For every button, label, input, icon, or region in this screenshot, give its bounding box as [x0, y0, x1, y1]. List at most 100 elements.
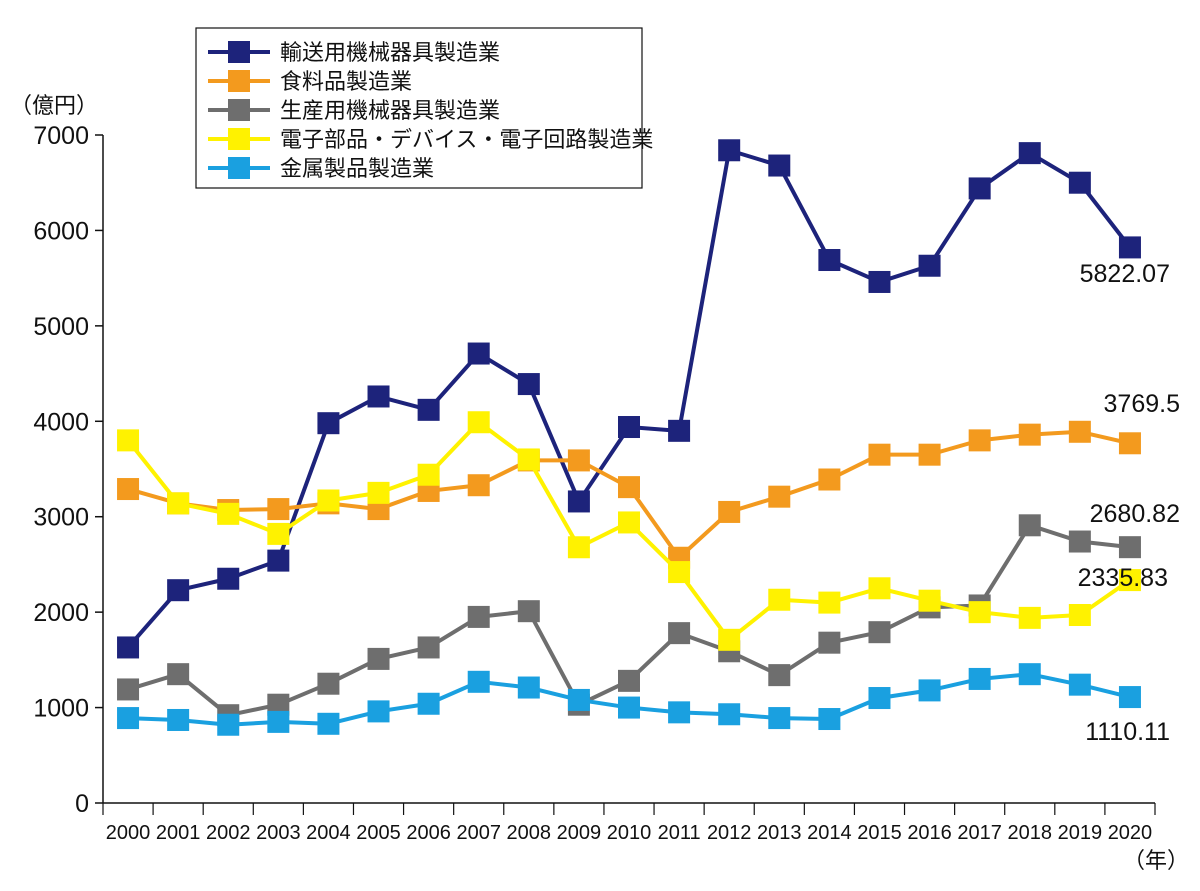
data-point — [968, 177, 991, 200]
legend-label: 食料品製造業 — [280, 69, 412, 94]
data-point — [868, 687, 891, 710]
legend-entry: 生産用機械器具製造業 — [208, 98, 500, 123]
legend-label: 輸送用機械器具製造業 — [280, 40, 500, 65]
labels-layer: 5822.07 3769.5 2680.82 2335.83 1110.11 — [1078, 260, 1180, 746]
x-tick-label: 2013 — [757, 822, 802, 844]
y-tick-label: 3000 — [33, 504, 89, 532]
data-point — [567, 536, 590, 559]
data-point — [818, 468, 841, 491]
data-point — [768, 485, 791, 508]
x-tick-label: 2017 — [957, 822, 1002, 844]
data-point — [1068, 171, 1091, 194]
y-tick-label: 7000 — [33, 122, 89, 150]
data-point — [818, 708, 841, 731]
data-point — [117, 636, 140, 659]
data-point — [768, 588, 791, 611]
data-point — [918, 589, 941, 612]
data-point — [467, 411, 490, 434]
data-point — [417, 692, 440, 715]
data-point — [968, 429, 991, 452]
x-tick-label: 2020 — [1108, 822, 1153, 844]
data-point — [267, 549, 290, 572]
data-point — [1118, 536, 1141, 559]
x-tick-label: 2016 — [907, 822, 952, 844]
data-point — [567, 449, 590, 472]
x-tick-label: 2019 — [1058, 822, 1103, 844]
data-point — [367, 647, 390, 670]
data-point — [618, 696, 640, 719]
data-point — [868, 621, 891, 644]
data-point — [818, 591, 841, 614]
series-layer — [117, 139, 1141, 736]
legend-label: 生産用機械器具製造業 — [280, 98, 500, 123]
data-point — [517, 676, 540, 699]
data-point — [718, 703, 741, 726]
data-label: 1110.11 — [1085, 718, 1170, 746]
data-point — [768, 154, 791, 177]
data-point — [317, 712, 340, 735]
data-point — [267, 498, 290, 521]
data-point — [668, 561, 691, 584]
legend-swatch-marker — [228, 99, 250, 121]
data-point — [567, 688, 590, 711]
data-point — [618, 476, 640, 499]
legend-swatch-marker — [228, 41, 250, 63]
data-point — [968, 601, 991, 624]
legend: 輸送用機械器具製造業食料品製造業生産用機械器具製造業電子部品・デバイス・電子回路… — [195, 27, 653, 189]
data-point — [167, 663, 190, 686]
data-point — [718, 500, 741, 523]
data-point — [1118, 432, 1141, 455]
data-point — [417, 398, 440, 421]
data-point — [1118, 569, 1141, 592]
x-tick-label: 2003 — [256, 822, 301, 844]
data-point — [918, 443, 941, 466]
data-point — [718, 628, 741, 651]
data-point — [818, 249, 841, 272]
data-point — [668, 622, 691, 645]
x-tick-label: 2012 — [707, 822, 752, 844]
legend-swatch-marker — [228, 128, 250, 150]
data-point — [668, 701, 691, 724]
x-tick-label: 2001 — [156, 822, 201, 844]
data-point — [718, 139, 741, 162]
x-axis-unit-label: （年） — [1123, 848, 1189, 873]
data-point — [1018, 514, 1041, 537]
data-point — [768, 707, 791, 730]
data-point — [918, 254, 941, 277]
x-tick-label: 2006 — [406, 822, 451, 844]
data-point — [167, 492, 190, 515]
data-point — [567, 490, 590, 513]
data-point — [417, 463, 440, 486]
legend-entry: 食料品製造業 — [208, 69, 412, 94]
data-point — [317, 672, 340, 695]
data-point — [367, 385, 390, 408]
data-point — [1118, 236, 1141, 259]
legend-label: 電子部品・デバイス・電子回路製造業 — [280, 127, 653, 152]
y-axis-unit-label: （億円） — [10, 93, 98, 118]
data-point — [818, 631, 841, 654]
data-point — [167, 579, 190, 602]
y-tick-label: 6000 — [33, 217, 89, 245]
data-label: 3769.5 — [1104, 390, 1180, 418]
data-point — [467, 342, 490, 365]
y-tick-label: 2000 — [33, 599, 89, 627]
legend-frame — [195, 27, 643, 189]
series-5 — [117, 663, 1141, 736]
data-point — [1118, 686, 1141, 709]
data-point — [217, 567, 240, 590]
x-tick-label: 2014 — [807, 822, 852, 844]
data-point — [117, 429, 140, 452]
data-point — [217, 713, 240, 736]
legend-swatch-marker — [228, 157, 250, 179]
data-point — [1018, 663, 1041, 686]
x-tick-label: 2002 — [206, 822, 251, 844]
data-point — [768, 664, 791, 687]
data-point — [117, 707, 140, 730]
x-tick-label: 2008 — [507, 822, 552, 844]
x-tick-label: 2005 — [356, 822, 401, 844]
data-point — [267, 522, 290, 545]
data-point — [1068, 530, 1091, 553]
legend-swatch-marker — [228, 70, 250, 92]
data-point — [868, 443, 891, 466]
